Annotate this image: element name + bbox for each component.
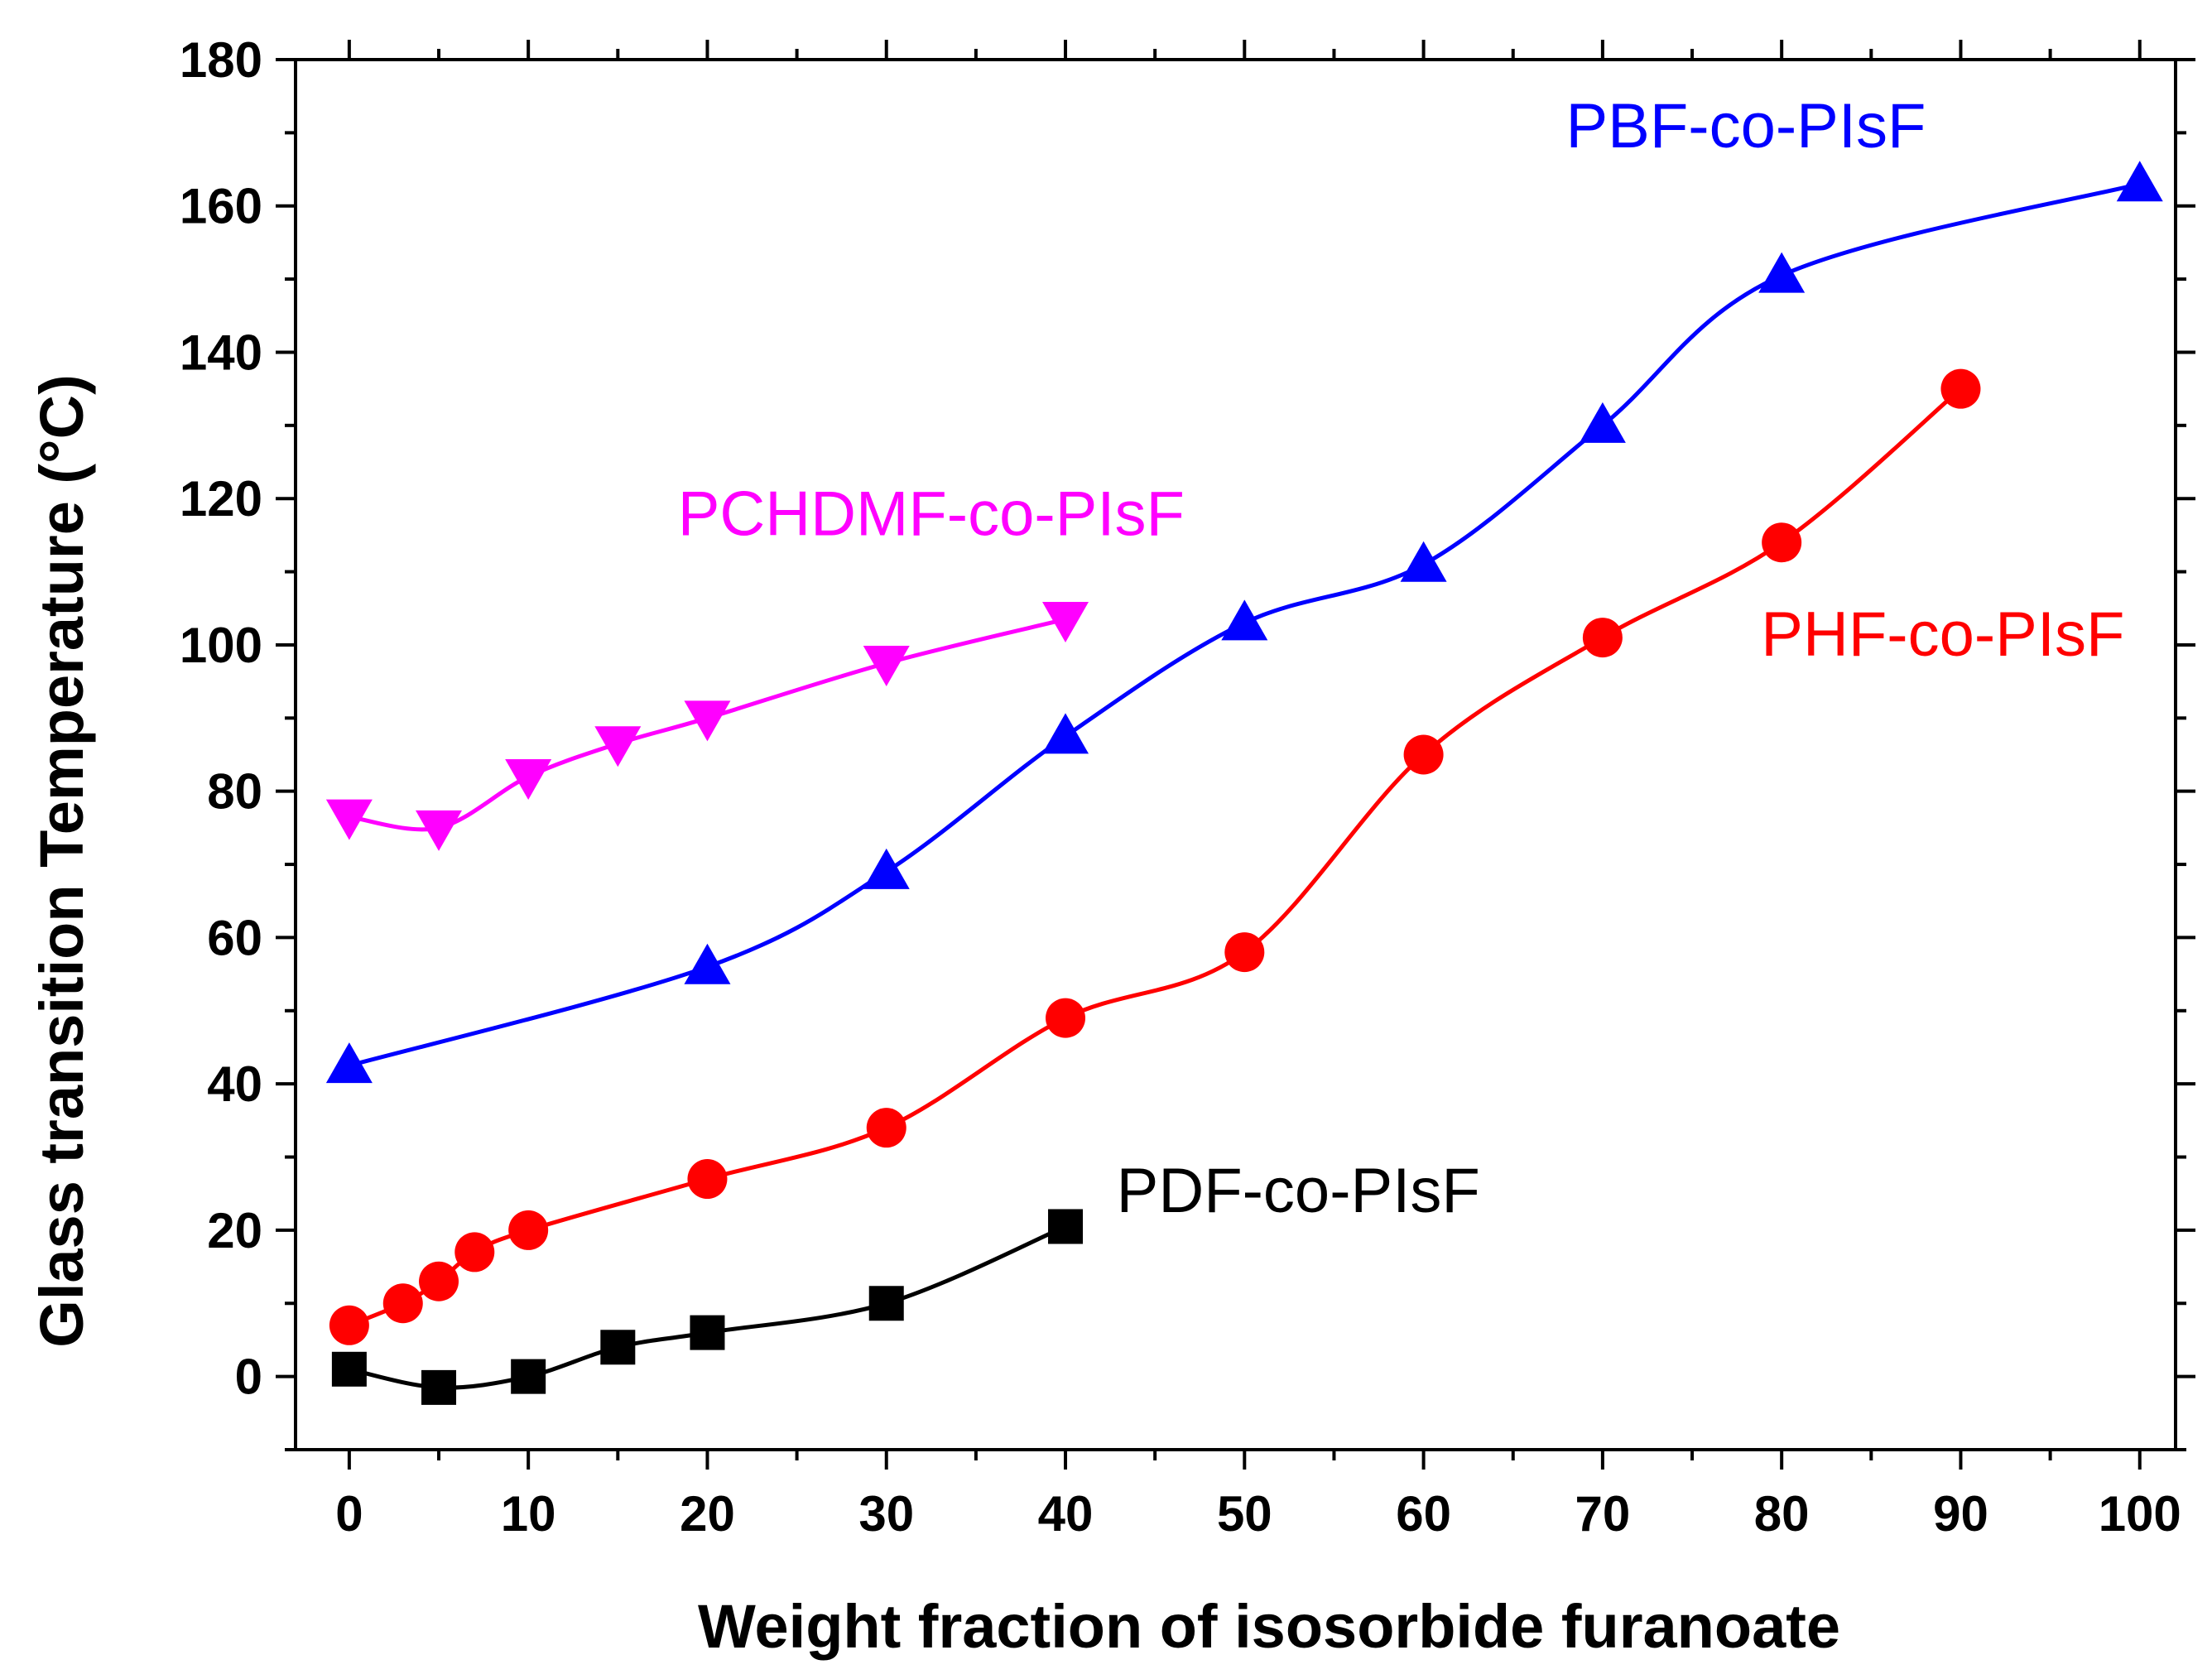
y-tick-label: 160 — [180, 179, 262, 234]
x-tick-label: 70 — [1575, 1486, 1631, 1542]
y-tick-label: 40 — [207, 1056, 262, 1112]
phf-co-pisf-point — [1940, 368, 1981, 409]
pchdmf-co-pisf-point — [416, 810, 463, 851]
phf-co-pisf-point — [866, 1108, 906, 1148]
pdf-co-pisf-point — [511, 1359, 546, 1394]
x-tick-label: 60 — [1396, 1486, 1451, 1542]
x-tick-label: 80 — [1754, 1486, 1810, 1542]
pbf-co-pisf-point — [684, 943, 731, 984]
x-tick-label: 100 — [2099, 1486, 2181, 1542]
pchdmf-co-pisf-label: PCHDMF-co-PIsF — [678, 479, 1185, 549]
y-tick-label: 100 — [180, 618, 262, 673]
pdf-co-pisf-point — [600, 1330, 636, 1365]
y-axis-title: Glass transition Temperature (°C) — [27, 374, 96, 1347]
pdf-co-pisf-point — [1048, 1209, 1084, 1244]
y-tick-label: 120 — [180, 471, 262, 527]
pbf-co-pisf-point — [1221, 599, 1268, 641]
pbf-co-pisf-point — [1579, 402, 1626, 443]
x-tick-label: 0 — [335, 1486, 363, 1542]
series-markers — [325, 161, 2163, 1405]
x-tick-label: 30 — [858, 1486, 914, 1542]
y-tick-label: 180 — [180, 32, 262, 88]
pdf-co-pisf-point — [868, 1286, 904, 1321]
x-tick-label: 40 — [1038, 1486, 1094, 1542]
phf-co-pisf-point — [454, 1232, 495, 1272]
pchdmf-co-pisf-point — [684, 700, 731, 742]
pbf-co-pisf-point — [1042, 713, 1089, 754]
x-tick-label: 90 — [1933, 1486, 1988, 1542]
phf-co-pisf-point — [1762, 522, 1802, 563]
x-tick-label: 10 — [501, 1486, 556, 1542]
pbf-co-pisf-point — [1758, 252, 1806, 293]
pdf-co-pisf-point — [331, 1351, 367, 1387]
pchdmf-co-pisf-point — [1042, 602, 1089, 643]
phf-co-pisf-point — [1224, 932, 1265, 973]
pbf-co-pisf-point — [863, 848, 910, 889]
y-tick-label: 60 — [207, 910, 262, 965]
x-axis-title: Weight fraction of isosorbide furanoate — [698, 1592, 1840, 1661]
phf-co-pisf-point — [687, 1159, 728, 1200]
pchdmf-co-pisf-point — [505, 759, 552, 801]
phf-co-pisf-point — [508, 1210, 549, 1250]
pdf-co-pisf-point — [690, 1315, 725, 1350]
series-annotations: PBF-co-PIsF PCHDMF-co-PIsF PHF-co-PIsF PDF-… — [678, 91, 2125, 1226]
pbf-co-pisf-point — [1400, 541, 1447, 582]
pbf-co-pisf-point — [2116, 161, 2163, 202]
y-tick-label: 80 — [207, 764, 262, 820]
y-tick-label: 20 — [207, 1203, 262, 1258]
plot-frame — [294, 58, 2177, 1451]
pchdmf-co-pisf-point — [863, 646, 910, 687]
phf-co-pisf-point — [1046, 998, 1086, 1038]
phf-co-pisf-point — [1403, 734, 1444, 775]
phf-co-pisf-point — [419, 1261, 459, 1301]
axis-ticks — [276, 40, 2195, 1470]
pchdmf-co-pisf-point — [594, 726, 642, 767]
phf-co-pisf-label: PHF-co-PIsF — [1761, 599, 2124, 670]
phf-co-pisf-point — [382, 1283, 423, 1324]
pbf-co-pisf-label: PBF-co-PIsF — [1565, 91, 1926, 161]
x-tick-label: 50 — [1217, 1486, 1272, 1542]
phf-co-pisf-point — [329, 1305, 369, 1345]
pchdmf-co-pisf-point — [325, 799, 373, 840]
tick-labels: 0 10 20 30 40 50 60 70 80 90 100 0 20 40 60 80 100 120 140… — [180, 32, 2181, 1542]
y-tick-label: 0 — [235, 1349, 262, 1405]
phf-co-pisf-point — [1582, 618, 1623, 658]
x-tick-label: 20 — [680, 1486, 735, 1542]
pdf-co-pisf-point — [421, 1369, 457, 1405]
pdf-co-pisf-label: PDF-co-PIsF — [1117, 1156, 1480, 1226]
y-tick-label: 140 — [180, 325, 262, 380]
pbf-co-pisf-point — [325, 1042, 373, 1084]
